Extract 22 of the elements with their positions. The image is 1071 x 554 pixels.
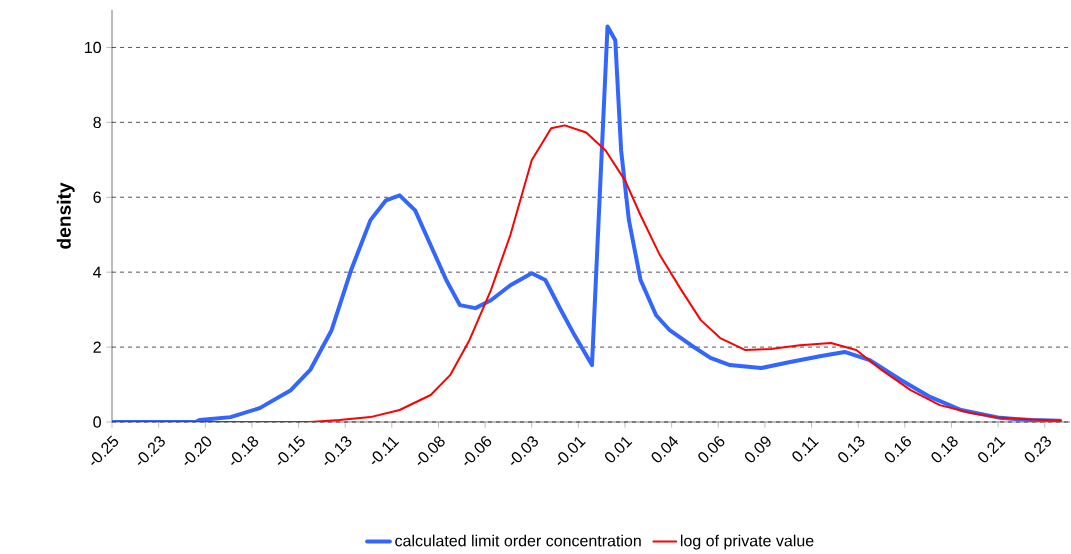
x-tick-label: 0.23 <box>1024 436 1051 463</box>
y-tick-label: 4 <box>93 266 102 278</box>
x-tick-label: -0.11 <box>371 437 400 465</box>
x-tick-label: 0.04 <box>651 436 679 463</box>
legend-label: calculated limit order concentration <box>395 534 641 547</box>
x-tick-label: 0.21 <box>978 437 1006 463</box>
y-tick-label: 10 <box>85 41 101 54</box>
x-tick-label: 0.13 <box>838 436 865 463</box>
x-tick-label: 0.11 <box>792 437 819 462</box>
x-tick-label: 0.16 <box>884 436 911 463</box>
x-tick-label: 0.18 <box>931 436 958 463</box>
line-series <box>112 124 1062 423</box>
x-tick-label: 0.01 <box>605 437 633 463</box>
y-tick-label: 0 <box>93 416 101 428</box>
x-tick-label: 0.06 <box>698 436 725 463</box>
y-tick-label: 6 <box>93 191 101 204</box>
legend-label: log of private value <box>680 534 814 550</box>
x-tick-label: 0.09 <box>744 436 771 463</box>
line-series <box>112 24 1063 423</box>
y-axis-title: density <box>56 182 75 250</box>
y-tick-label: 2 <box>93 341 101 353</box>
y-tick-label: 8 <box>93 116 101 129</box>
